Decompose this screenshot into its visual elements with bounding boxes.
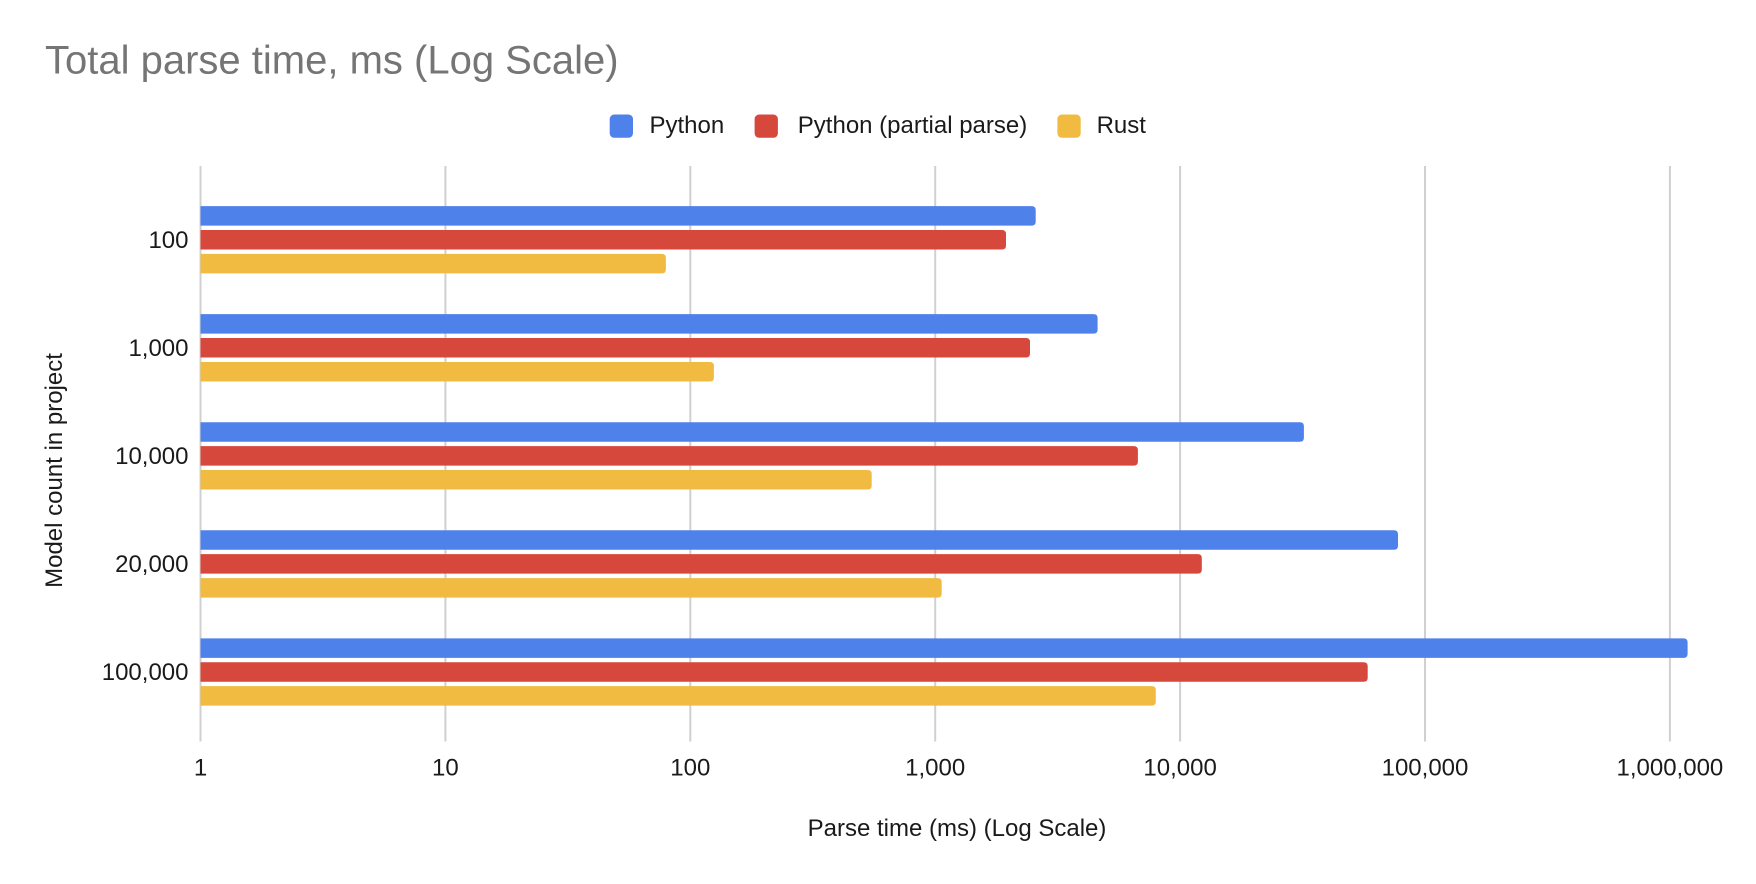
svg-text:10,000: 10,000 bbox=[1143, 755, 1216, 782]
svg-text:1,000: 1,000 bbox=[905, 755, 965, 782]
svg-text:1,000: 1,000 bbox=[128, 335, 188, 362]
svg-text:10: 10 bbox=[432, 755, 459, 782]
svg-text:Parse time (ms) (Log Scale): Parse time (ms) (Log Scale) bbox=[808, 815, 1107, 842]
svg-text:1,000,000: 1,000,000 bbox=[1617, 755, 1724, 782]
svg-text:20,000: 20,000 bbox=[115, 551, 188, 578]
svg-text:100: 100 bbox=[670, 755, 710, 782]
svg-text:Rust: Rust bbox=[1097, 112, 1147, 139]
svg-text:100,000: 100,000 bbox=[1382, 755, 1469, 782]
svg-text:Python: Python bbox=[650, 112, 725, 139]
svg-text:Total parse time, ms (Log Scal: Total parse time, ms (Log Scale) bbox=[45, 39, 619, 83]
svg-text:100,000: 100,000 bbox=[102, 659, 189, 686]
svg-text:Model count in project: Model count in project bbox=[41, 353, 68, 588]
svg-text:Python (partial parse): Python (partial parse) bbox=[798, 112, 1027, 139]
svg-text:10,000: 10,000 bbox=[115, 443, 188, 470]
svg-text:100: 100 bbox=[148, 227, 188, 254]
svg-text:1: 1 bbox=[194, 755, 207, 782]
